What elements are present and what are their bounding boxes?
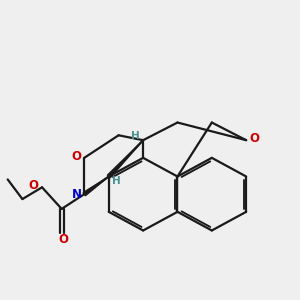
Text: N: N (72, 188, 82, 201)
Text: H: H (131, 131, 140, 141)
Text: O: O (58, 233, 68, 246)
Polygon shape (83, 176, 109, 196)
Text: O: O (249, 132, 260, 145)
Text: H: H (112, 176, 121, 186)
Polygon shape (107, 140, 143, 178)
Text: O: O (29, 179, 39, 192)
Text: O: O (71, 150, 81, 163)
